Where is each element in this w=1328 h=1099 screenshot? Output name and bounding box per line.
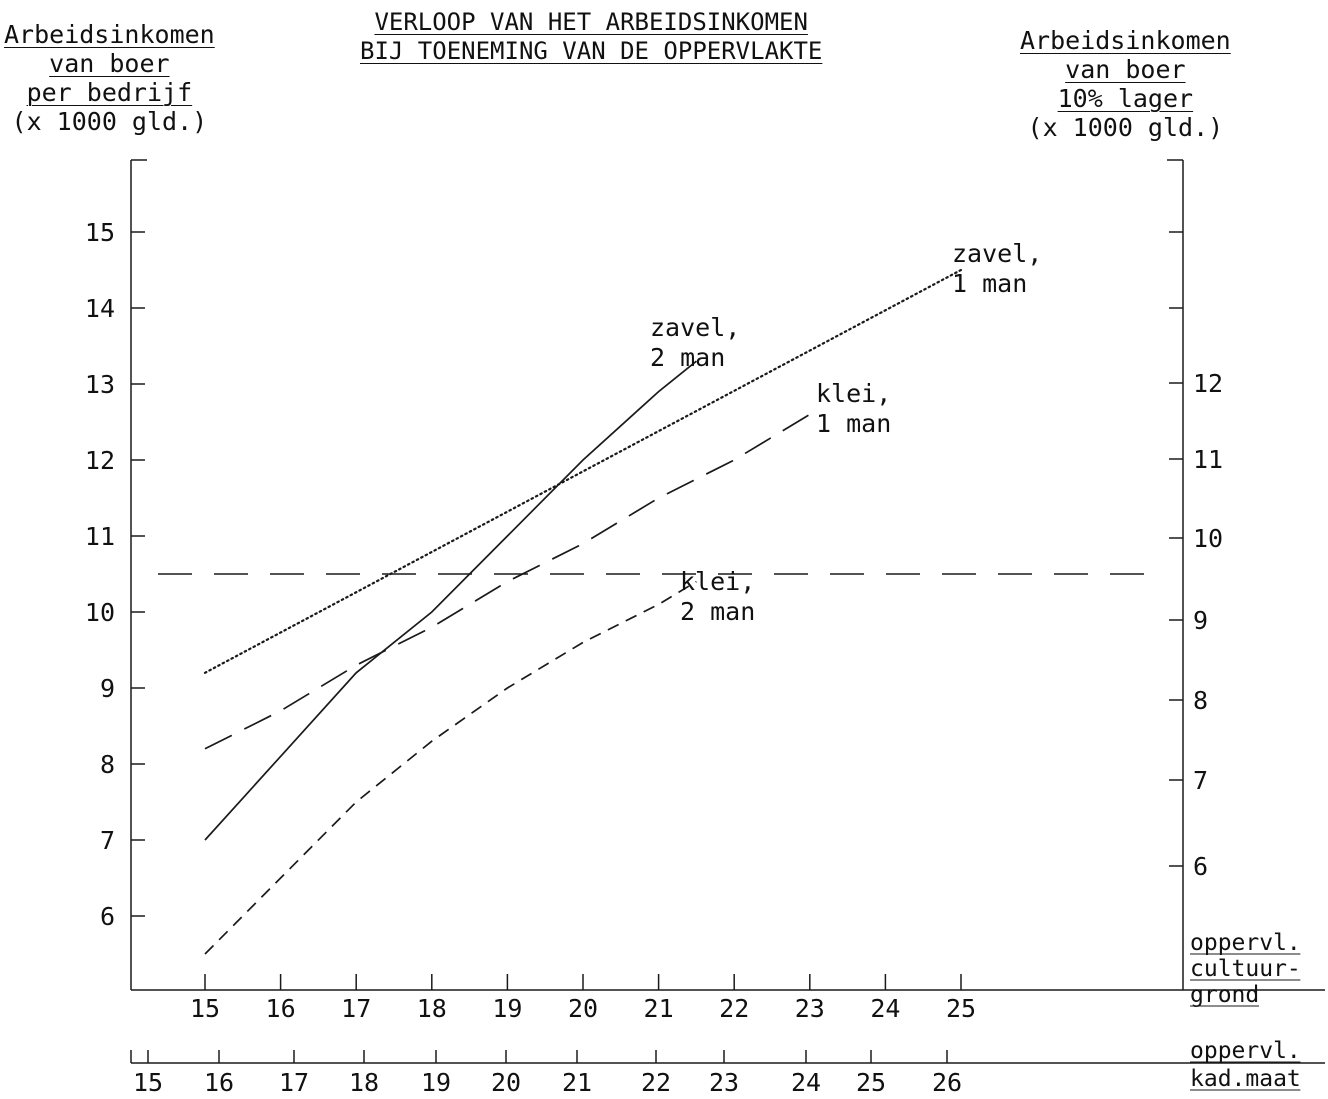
series-line-2 xyxy=(204,360,697,841)
series-label-3-line-1: klei, xyxy=(816,379,891,408)
series-label-4-line-1: klei, xyxy=(680,567,755,596)
y-axis-left-label-line-4: (x 1000 gld.) xyxy=(11,107,208,136)
y-left-tick-label-14: 14 xyxy=(85,294,115,323)
x-primary-tick-label-17: 17 xyxy=(341,994,371,1023)
series-label-4-line-2: 2 man xyxy=(680,597,755,626)
chart-title-line-2: BIJ TOENEMING VAN DE OPPERVLAKTE xyxy=(360,37,823,65)
x-primary-tick-label-16: 16 xyxy=(266,994,296,1023)
y-right-tick-label-12: 12 xyxy=(1193,369,1223,398)
series-label-2-line-1: zavel, xyxy=(650,313,740,342)
y-left-tick-label-6: 6 xyxy=(100,902,115,931)
x-primary-label-line-2: cultuur- xyxy=(1190,956,1301,982)
x-secondary-label-line-1: oppervl. xyxy=(1190,1038,1301,1064)
x-primary-label-line-1: oppervl. xyxy=(1190,930,1301,956)
x-secondary-label-line-2: kad.maat xyxy=(1190,1066,1301,1092)
x-primary-tick-label-23: 23 xyxy=(795,994,825,1023)
y-axis-left-label-line-3: per bedrijf xyxy=(26,78,193,107)
y-axis-right-label-line-2: van boer xyxy=(1065,55,1186,84)
x-secondary-tick-label-17: 17 xyxy=(279,1068,309,1097)
y-right-tick-label-9: 9 xyxy=(1193,606,1208,635)
series-label-3-line-2: 1 man xyxy=(816,409,891,438)
chart-title-line-1: VERLOOP VAN HET ARBEIDSINKOMEN xyxy=(374,8,808,36)
x-primary-tick-label-19: 19 xyxy=(492,994,522,1023)
y-right-tick-label-6: 6 xyxy=(1193,852,1208,881)
y-left-tick-label-12: 12 xyxy=(85,446,115,475)
y-right-tick-label-8: 8 xyxy=(1193,686,1208,715)
x-secondary-tick-label-22: 22 xyxy=(641,1068,671,1097)
y-left-tick-label-8: 8 xyxy=(100,750,115,779)
y-left-tick-label-13: 13 xyxy=(85,370,115,399)
chart-title: VERLOOP VAN HET ARBEIDSINKOMEN BIJ TOENE… xyxy=(360,8,822,66)
y-axis-right-label-line-1: Arbeidsinkomen xyxy=(1020,26,1231,55)
series-label-1-line-2: 1 man xyxy=(952,269,1027,298)
y-left-tick-label-11: 11 xyxy=(85,522,115,551)
y-axis-right-label-line-4: (x 1000 gld.) xyxy=(1027,113,1224,142)
y-left-tick-label-10: 10 xyxy=(85,598,115,627)
x-primary-tick-label-25: 25 xyxy=(946,994,976,1023)
y-left-tick-label-9: 9 xyxy=(100,674,115,703)
x-secondary-tick-label-15: 15 xyxy=(133,1068,163,1097)
x-secondary-tick-label-19: 19 xyxy=(421,1068,451,1097)
x-primary-tick-label-24: 24 xyxy=(870,994,900,1023)
y-axis-left-label-line-2: van boer xyxy=(49,49,170,78)
y-axis-left-label: Arbeidsinkomen van boer per bedrijf (x 1… xyxy=(4,20,215,136)
y-left-tick-label-7: 7 xyxy=(100,826,115,855)
y-right-tick-label-11: 11 xyxy=(1193,445,1223,474)
y-right-tick-label-10: 10 xyxy=(1193,524,1223,553)
x-secondary-tick-label-25: 25 xyxy=(856,1068,886,1097)
x-primary-tick-label-20: 20 xyxy=(568,994,598,1023)
y-axis-right-label: Arbeidsinkomen van boer 10% lager (x 100… xyxy=(1020,26,1231,142)
series-label-2-line-2: 2 man xyxy=(650,343,725,372)
series-line-1 xyxy=(203,268,963,674)
y-axis-left-label-line-1: Arbeidsinkomen xyxy=(4,20,215,49)
y-axis-right-label-line-3: 10% lager xyxy=(1057,84,1194,113)
series-label-1-line-1: zavel, xyxy=(952,239,1042,268)
x-secondary-tick-label-20: 20 xyxy=(491,1068,521,1097)
x-secondary-tick-label-16: 16 xyxy=(204,1068,234,1097)
x-secondary-tick-label-24: 24 xyxy=(791,1068,821,1097)
x-primary-tick-label-18: 18 xyxy=(417,994,447,1023)
series-line-3 xyxy=(204,413,811,750)
y-left-tick-label-15: 15 xyxy=(85,218,115,247)
x-secondary-tick-label-26: 26 xyxy=(932,1068,962,1097)
x-primary-tick-label-15: 15 xyxy=(190,994,220,1023)
x-primary-label-line-3: grond xyxy=(1190,982,1259,1008)
series-line-4 xyxy=(204,580,697,955)
x-primary-tick-label-21: 21 xyxy=(644,994,674,1023)
x-secondary-tick-label-18: 18 xyxy=(349,1068,379,1097)
x-secondary-tick-label-23: 23 xyxy=(709,1068,739,1097)
x-primary-tick-label-22: 22 xyxy=(719,994,749,1023)
y-right-tick-label-7: 7 xyxy=(1193,766,1208,795)
x-secondary-tick-label-21: 21 xyxy=(562,1068,592,1097)
